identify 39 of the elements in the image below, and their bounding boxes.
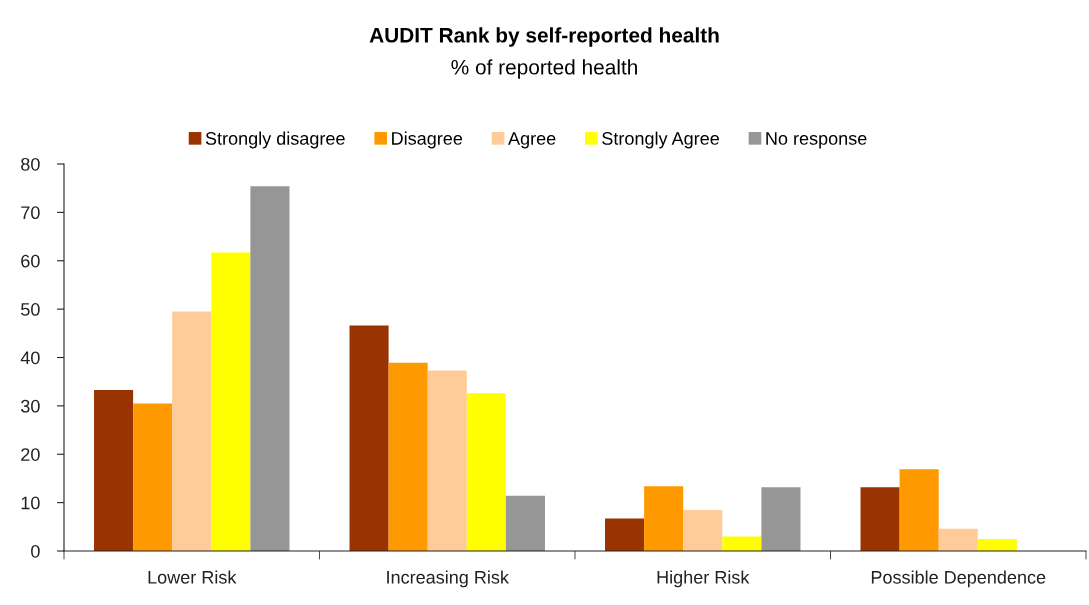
y-tick-label: 20 — [21, 448, 40, 461]
chart-title: AUDIT Rank by self-reported health — [369, 27, 719, 47]
y-tick-label: 50 — [21, 303, 40, 316]
y-tick-label: 60 — [21, 254, 40, 268]
y-tick-label: 40 — [20, 351, 40, 365]
bar — [349, 325, 389, 551]
legend-label: Strongly Agree — [602, 131, 719, 149]
y-tick-label: 30 — [21, 399, 40, 413]
legend-label: Disagree — [392, 131, 463, 149]
bar — [211, 252, 251, 551]
x-tick-label: Possible Dependence — [871, 570, 1046, 588]
y-tick-label: 70 — [21, 206, 40, 220]
bar — [683, 509, 723, 551]
legend-label: Agree — [508, 132, 556, 149]
bar — [644, 486, 684, 551]
y-tick-label: 0 — [31, 544, 40, 558]
bar — [250, 186, 290, 551]
bar — [172, 311, 212, 551]
bar — [94, 389, 134, 551]
bar — [899, 469, 939, 551]
bar — [938, 528, 978, 551]
bar — [133, 403, 173, 551]
x-tick-label: Lower Risk — [148, 570, 237, 584]
bar — [605, 518, 645, 551]
bar — [388, 362, 428, 551]
legend-label: Strongly disagree — [205, 131, 345, 149]
bar — [761, 487, 801, 551]
y-tick-label: 80 — [21, 157, 40, 171]
x-tick-label: Increasing Risk — [387, 570, 509, 588]
bar — [505, 495, 545, 551]
chart-subtitle: % of reported health — [451, 59, 637, 79]
legend-label: No response — [766, 132, 867, 149]
x-tick-label: Higher Risk — [657, 570, 750, 588]
y-tick-label: 10 — [21, 496, 40, 510]
bar — [466, 393, 506, 551]
bar — [977, 538, 1017, 551]
bar — [860, 487, 900, 551]
bar — [722, 536, 762, 551]
bar — [427, 370, 467, 551]
